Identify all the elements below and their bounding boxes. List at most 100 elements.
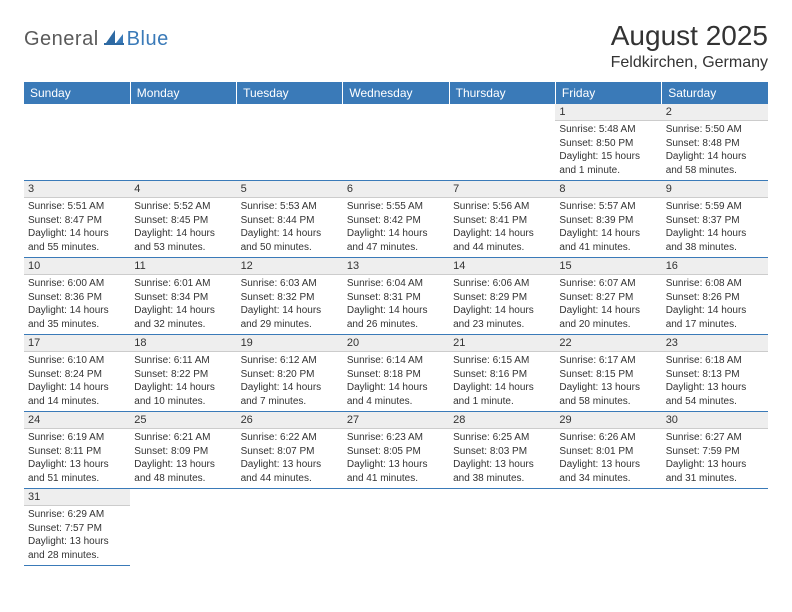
day-number: 20 [343,335,449,352]
day-number: 4 [130,181,236,198]
day-number: 10 [24,258,130,275]
day-cell: 29Sunrise: 6:26 AMSunset: 8:01 PMDayligh… [555,412,661,489]
empty-cell [343,489,449,566]
day-cell: 15Sunrise: 6:07 AMSunset: 8:27 PMDayligh… [555,258,661,335]
day-number: 12 [237,258,343,275]
day-number: 30 [662,412,768,429]
weekday-header: Thursday [449,82,555,104]
day-cell: 28Sunrise: 6:25 AMSunset: 8:03 PMDayligh… [449,412,555,489]
header: General Blue August 2025 Feldkirchen, Ge… [24,20,768,72]
day-content: Sunrise: 6:22 AMSunset: 8:07 PMDaylight:… [237,429,343,488]
weekday-header: Wednesday [343,82,449,104]
day-cell: 1Sunrise: 5:48 AMSunset: 8:50 PMDaylight… [555,104,661,181]
day-content: Sunrise: 6:18 AMSunset: 8:13 PMDaylight:… [662,352,768,411]
day-cell: 10Sunrise: 6:00 AMSunset: 8:36 PMDayligh… [24,258,130,335]
day-content: Sunrise: 6:17 AMSunset: 8:15 PMDaylight:… [555,352,661,411]
day-content: Sunrise: 6:21 AMSunset: 8:09 PMDaylight:… [130,429,236,488]
calendar-body: 1Sunrise: 5:48 AMSunset: 8:50 PMDaylight… [24,104,768,566]
sail-icon [103,28,125,51]
empty-cell [662,489,768,566]
calendar-header-row: SundayMondayTuesdayWednesdayThursdayFrid… [24,82,768,104]
day-cell: 13Sunrise: 6:04 AMSunset: 8:31 PMDayligh… [343,258,449,335]
day-content: Sunrise: 5:55 AMSunset: 8:42 PMDaylight:… [343,198,449,257]
day-cell: 6Sunrise: 5:55 AMSunset: 8:42 PMDaylight… [343,181,449,258]
logo: General Blue [24,20,169,51]
day-content: Sunrise: 6:25 AMSunset: 8:03 PMDaylight:… [449,429,555,488]
day-content: Sunrise: 6:00 AMSunset: 8:36 PMDaylight:… [24,275,130,334]
day-number: 5 [237,181,343,198]
day-content: Sunrise: 6:07 AMSunset: 8:27 PMDaylight:… [555,275,661,334]
day-cell: 14Sunrise: 6:06 AMSunset: 8:29 PMDayligh… [449,258,555,335]
day-cell: 8Sunrise: 5:57 AMSunset: 8:39 PMDaylight… [555,181,661,258]
logo-text-blue: Blue [127,28,169,51]
empty-cell [130,104,236,181]
calendar-table: SundayMondayTuesdayWednesdayThursdayFrid… [24,82,768,566]
day-content: Sunrise: 6:11 AMSunset: 8:22 PMDaylight:… [130,352,236,411]
day-number: 1 [555,104,661,121]
empty-cell [130,489,236,566]
empty-cell [555,489,661,566]
day-content: Sunrise: 6:29 AMSunset: 7:57 PMDaylight:… [24,506,130,565]
day-content: Sunrise: 6:04 AMSunset: 8:31 PMDaylight:… [343,275,449,334]
empty-cell [343,104,449,181]
day-cell: 16Sunrise: 6:08 AMSunset: 8:26 PMDayligh… [662,258,768,335]
empty-cell [449,489,555,566]
day-number: 21 [449,335,555,352]
calendar-page: General Blue August 2025 Feldkirchen, Ge… [0,0,792,586]
day-content: Sunrise: 5:57 AMSunset: 8:39 PMDaylight:… [555,198,661,257]
day-cell: 4Sunrise: 5:52 AMSunset: 8:45 PMDaylight… [130,181,236,258]
day-number: 28 [449,412,555,429]
day-cell: 12Sunrise: 6:03 AMSunset: 8:32 PMDayligh… [237,258,343,335]
day-number: 23 [662,335,768,352]
weekday-header: Monday [130,82,236,104]
day-content: Sunrise: 6:10 AMSunset: 8:24 PMDaylight:… [24,352,130,411]
day-number: 31 [24,489,130,506]
empty-cell [237,489,343,566]
weekday-header: Friday [555,82,661,104]
day-cell: 26Sunrise: 6:22 AMSunset: 8:07 PMDayligh… [237,412,343,489]
day-content: Sunrise: 5:56 AMSunset: 8:41 PMDaylight:… [449,198,555,257]
day-number: 8 [555,181,661,198]
day-content: Sunrise: 6:27 AMSunset: 7:59 PMDaylight:… [662,429,768,488]
empty-cell [237,104,343,181]
day-number: 15 [555,258,661,275]
day-number: 3 [24,181,130,198]
day-cell: 2Sunrise: 5:50 AMSunset: 8:48 PMDaylight… [662,104,768,181]
day-content: Sunrise: 5:50 AMSunset: 8:48 PMDaylight:… [662,121,768,180]
day-number: 27 [343,412,449,429]
day-content: Sunrise: 6:03 AMSunset: 8:32 PMDaylight:… [237,275,343,334]
day-content: Sunrise: 6:19 AMSunset: 8:11 PMDaylight:… [24,429,130,488]
day-content: Sunrise: 5:59 AMSunset: 8:37 PMDaylight:… [662,198,768,257]
weekday-header: Sunday [24,82,130,104]
day-cell: 3Sunrise: 5:51 AMSunset: 8:47 PMDaylight… [24,181,130,258]
day-content: Sunrise: 5:52 AMSunset: 8:45 PMDaylight:… [130,198,236,257]
day-number: 9 [662,181,768,198]
empty-cell [24,104,130,181]
location: Feldkirchen, Germany [611,54,768,72]
day-number: 16 [662,258,768,275]
day-number: 19 [237,335,343,352]
weekday-header: Saturday [662,82,768,104]
day-cell: 23Sunrise: 6:18 AMSunset: 8:13 PMDayligh… [662,335,768,412]
day-cell: 19Sunrise: 6:12 AMSunset: 8:20 PMDayligh… [237,335,343,412]
weekday-header: Tuesday [237,82,343,104]
day-number: 29 [555,412,661,429]
day-content: Sunrise: 6:23 AMSunset: 8:05 PMDaylight:… [343,429,449,488]
day-cell: 5Sunrise: 5:53 AMSunset: 8:44 PMDaylight… [237,181,343,258]
day-number: 25 [130,412,236,429]
day-content: Sunrise: 5:48 AMSunset: 8:50 PMDaylight:… [555,121,661,180]
day-content: Sunrise: 6:15 AMSunset: 8:16 PMDaylight:… [449,352,555,411]
day-cell: 24Sunrise: 6:19 AMSunset: 8:11 PMDayligh… [24,412,130,489]
day-content: Sunrise: 6:14 AMSunset: 8:18 PMDaylight:… [343,352,449,411]
day-cell: 30Sunrise: 6:27 AMSunset: 7:59 PMDayligh… [662,412,768,489]
day-number: 7 [449,181,555,198]
day-number: 13 [343,258,449,275]
day-number: 26 [237,412,343,429]
day-cell: 27Sunrise: 6:23 AMSunset: 8:05 PMDayligh… [343,412,449,489]
day-cell: 11Sunrise: 6:01 AMSunset: 8:34 PMDayligh… [130,258,236,335]
day-cell: 20Sunrise: 6:14 AMSunset: 8:18 PMDayligh… [343,335,449,412]
day-content: Sunrise: 6:01 AMSunset: 8:34 PMDaylight:… [130,275,236,334]
empty-cell [449,104,555,181]
day-number: 2 [662,104,768,121]
title-block: August 2025 Feldkirchen, Germany [611,20,768,72]
